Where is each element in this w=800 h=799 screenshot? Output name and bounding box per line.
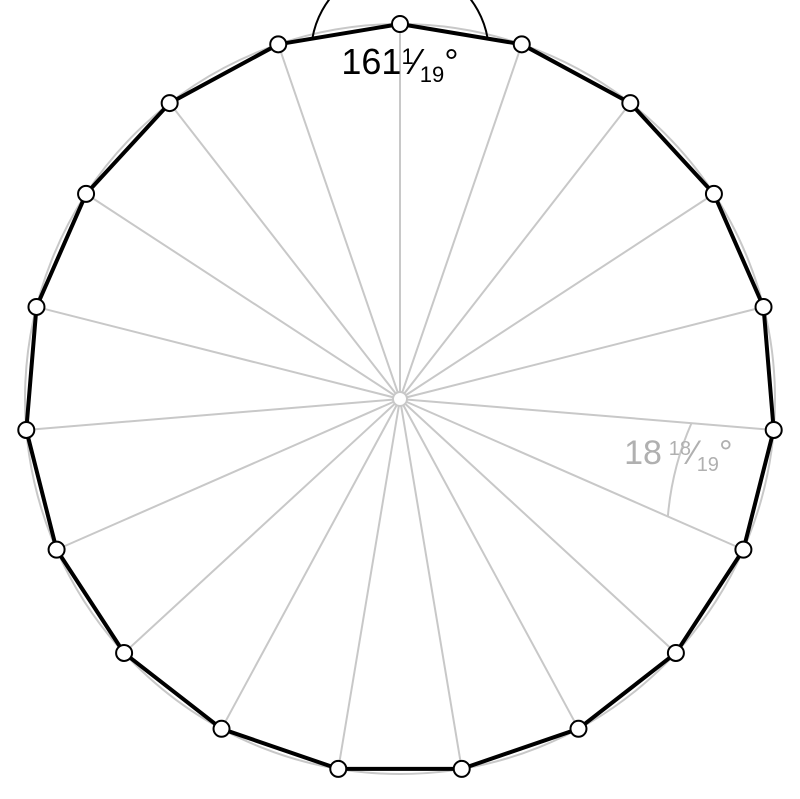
vertex-dot <box>622 95 638 111</box>
vertex-dot <box>570 721 586 737</box>
center-dot <box>393 392 407 406</box>
vertex-dot <box>270 36 286 52</box>
vertex-dot <box>18 422 34 438</box>
vertex-dot <box>162 95 178 111</box>
vertex-dot <box>49 542 65 558</box>
vertex-dot <box>766 422 782 438</box>
vertex-dot <box>668 645 684 661</box>
vertex-dot <box>392 16 408 32</box>
polygon-diagram: 1611⁄19°18 18⁄19° <box>0 0 800 799</box>
vertex-dot <box>78 186 94 202</box>
vertex-dot <box>28 299 44 315</box>
vertex-dot <box>214 721 230 737</box>
vertex-dot <box>735 542 751 558</box>
vertex-dot <box>514 36 530 52</box>
vertex-dot <box>756 299 772 315</box>
vertex-dot <box>706 186 722 202</box>
vertex-dot <box>454 761 470 777</box>
vertex-dot <box>116 645 132 661</box>
vertex-dot <box>330 761 346 777</box>
